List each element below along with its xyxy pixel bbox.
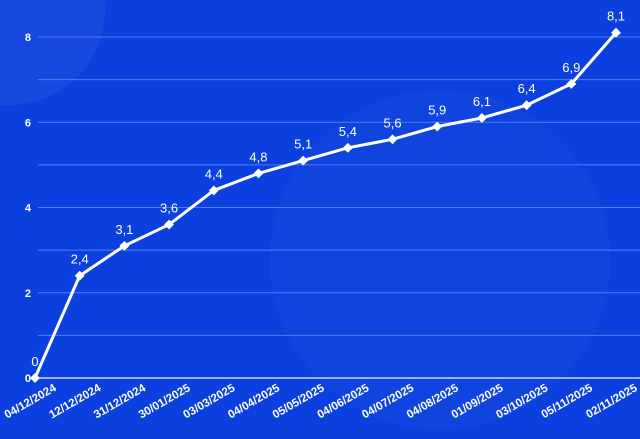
data-point	[253, 168, 264, 179]
y-tick-label: 6	[25, 117, 31, 129]
watermark-circle	[0, 0, 105, 105]
data-point	[119, 240, 130, 251]
series-line	[33, 31, 618, 379]
x-tick-label: 02/11/2025	[584, 382, 640, 421]
data-label: 3,6	[160, 201, 178, 216]
data-label: 5,9	[428, 103, 446, 118]
data-point	[566, 78, 577, 89]
data-label: 5,1	[294, 137, 312, 152]
data-label: 0	[31, 354, 38, 369]
data-label: 6,4	[518, 81, 536, 96]
y-tick-label: 8	[25, 32, 31, 44]
data-label: 4,8	[249, 149, 267, 164]
data-label: 4,4	[205, 166, 223, 181]
data-point	[208, 185, 219, 196]
y-tick-label: 4	[25, 203, 32, 215]
data-point	[164, 219, 175, 230]
data-point	[298, 155, 309, 166]
data-label: 6,9	[562, 60, 580, 75]
y-tick-label: 2	[25, 288, 31, 300]
data-point	[387, 134, 398, 145]
data-label: 8,1	[607, 9, 625, 24]
data-point	[30, 373, 40, 383]
y-tick-label: 0	[25, 373, 31, 385]
data-label: 5,4	[339, 124, 357, 139]
watermark-circle	[270, 90, 610, 430]
data-label: 6,1	[473, 94, 491, 109]
data-label: 3,1	[115, 222, 133, 237]
data-point	[611, 27, 621, 38]
data-label: 5,6	[383, 115, 401, 130]
data-point	[342, 142, 353, 153]
data-point	[521, 100, 532, 111]
data-label: 2,4	[71, 252, 89, 267]
